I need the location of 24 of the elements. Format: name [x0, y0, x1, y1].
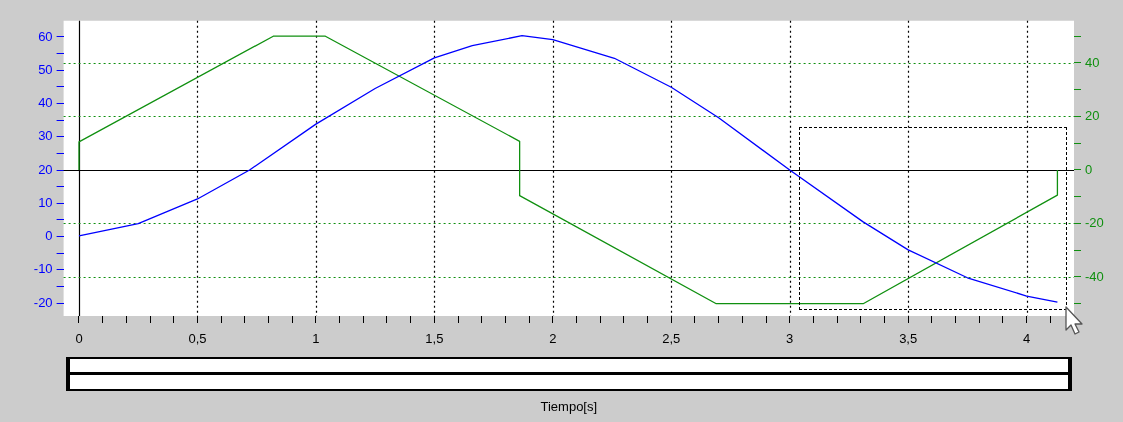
x-axis-title: Tiempo[s] [540, 398, 598, 414]
y-tick-label: -10 [33, 261, 53, 277]
y-tick-label: 30 [38, 128, 53, 144]
y-tick-label: 20 [38, 161, 53, 177]
x-tick-label: 2,5 [662, 331, 681, 347]
x-tick-label: 1 [312, 331, 320, 347]
y-tick-label: 60 [38, 28, 53, 44]
y-tick-label: 10 [38, 194, 53, 210]
x-tick-label: 3,5 [899, 331, 918, 347]
x-tick-label: 3 [786, 331, 794, 347]
y2-tick-label: 0 [1085, 161, 1093, 177]
x-tick-label: 0,5 [188, 331, 207, 347]
y2-tick-label: 40 [1085, 54, 1100, 70]
x-tick-label: 1,5 [425, 331, 444, 347]
y-tick-label: 0 [45, 228, 53, 244]
x-tick-label: 2 [549, 331, 557, 347]
y-tick-label: -20 [33, 294, 53, 310]
x-tick-label: 0 [75, 331, 83, 347]
y2-tick-label: -40 [1085, 268, 1104, 284]
y2-tick-label: -20 [1085, 215, 1104, 231]
y2-tick-label: 20 [1085, 108, 1100, 124]
x-tick-label: 4 [1023, 331, 1031, 347]
y-tick-label: 50 [38, 61, 53, 77]
y-tick-label: 40 [38, 95, 53, 111]
